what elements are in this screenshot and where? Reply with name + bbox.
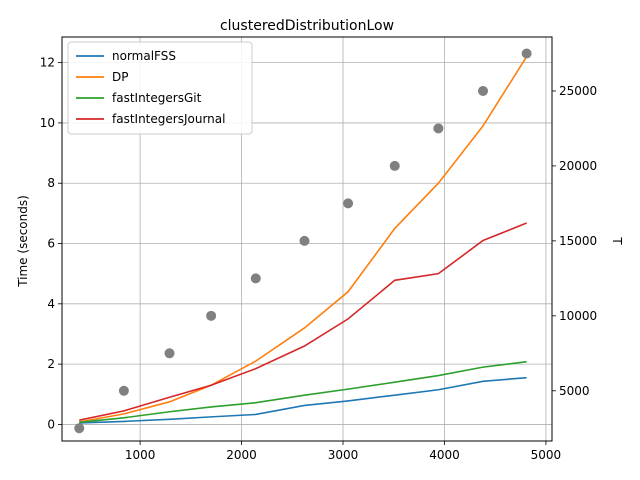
x-tick-label: 5000: [531, 448, 562, 462]
legend: normalFSS DP fastIntegersGit fastIntegersJo…: [67, 41, 253, 135]
legend-label: DP: [112, 70, 128, 84]
y2-tick-label: 20000: [559, 159, 597, 173]
series-line-DP: [79, 56, 528, 423]
scatter-point: [389, 160, 400, 171]
scatter-point: [299, 235, 310, 246]
scatter-point: [118, 385, 129, 396]
y2-axis-label: T: [610, 236, 624, 245]
y2-tick-label: 10000: [559, 309, 597, 323]
y2-tick-label: 15000: [559, 234, 597, 248]
scatter-point: [164, 348, 175, 359]
scatter-point: [206, 310, 217, 321]
scatter-point: [433, 123, 444, 134]
y-tick-label: 6: [47, 237, 55, 251]
x-tick-label: 1000: [125, 448, 156, 462]
scatter-point: [478, 85, 489, 96]
y2-tick-label: 5000: [559, 384, 590, 398]
y2-tick-label: 25000: [559, 84, 597, 98]
series-line-fastIntegersJournal: [79, 222, 527, 421]
axis-ticks: 1000 2000 3000 4000 5000 0 2 4 6 8 10 12 5000 10000 15…: [40, 56, 597, 462]
y-tick-label: 12: [40, 56, 55, 70]
legend-box: [67, 41, 253, 135]
y-tick-label: 8: [47, 176, 55, 190]
legend-label: normalFSS: [112, 49, 176, 63]
plot-series: [79, 56, 528, 424]
scatter-series: [74, 48, 532, 434]
series-line-normalFSS: [79, 376, 527, 424]
y-tick-label: 4: [47, 297, 55, 311]
chart-title: clusteredDistributionLow: [220, 18, 394, 34]
y-tick-label: 10: [40, 116, 55, 130]
y-tick-label: 0: [47, 417, 55, 431]
legend-label: fastIntegersJournal: [112, 112, 225, 126]
x-tick-label: 3000: [328, 448, 359, 462]
series-line-fastIntegersGit: [79, 360, 527, 424]
scatter-point: [74, 423, 85, 434]
scatter-point: [250, 273, 261, 284]
scatter-point: [521, 48, 532, 59]
scatter-point: [343, 198, 354, 209]
x-tick-label: 4000: [429, 448, 460, 462]
y-axis-label: Time (seconds): [16, 195, 30, 288]
plot-frame: [61, 36, 553, 442]
y-tick-label: 2: [47, 357, 55, 371]
x-tick-label: 2000: [226, 448, 257, 462]
legend-label: fastIntegersGit: [112, 91, 202, 105]
